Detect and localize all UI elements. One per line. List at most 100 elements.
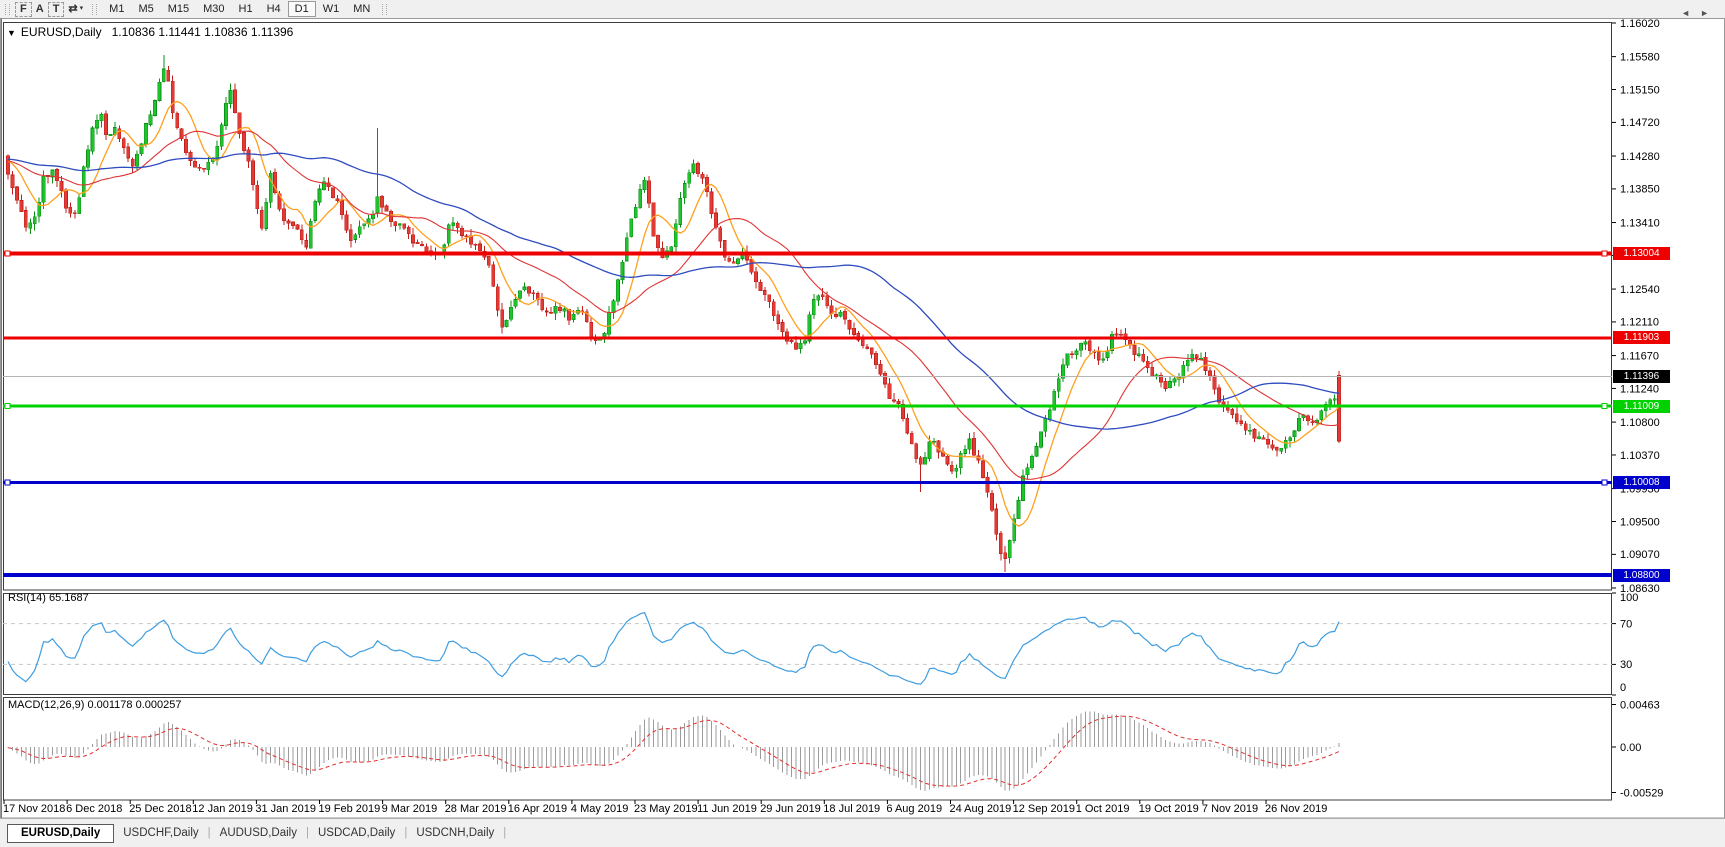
date-label: 17 Nov 2018 <box>3 803 66 815</box>
date-label: 12 Jan 2019 <box>192 803 253 815</box>
price-tick-label: 1.14280 <box>1620 151 1660 163</box>
tab-separator: | <box>404 827 408 839</box>
price-tick-label: 1.15580 <box>1620 51 1660 63</box>
ohlc-values: 1.10836 1.11441 1.10836 1.11396 <box>111 25 294 39</box>
timeframe-button-mn[interactable]: MN <box>353 3 371 15</box>
date-label: 16 Apr 2019 <box>507 803 568 815</box>
rsi-tick-label: 30 <box>1620 659 1632 671</box>
price-tick-label: 1.11670 <box>1620 350 1659 362</box>
toolbar: F A T ⇄ ▾ M1 M5 M15 M30 H1 H4 D1 W1 MN <box>0 0 1725 18</box>
chart-title: ▼ EURUSD,Daily 1.10836 1.11441 1.10836 1.1… <box>7 25 293 39</box>
moving-averages <box>7 100 1340 527</box>
date-axis[interactable]: 17 Nov 2018 6 Dec 2018 25 Dec 2018 12 Jan 2… <box>0 801 1612 818</box>
price-tag: 1.13004 <box>1613 247 1670 261</box>
price-tick-label: 1.12540 <box>1620 284 1660 296</box>
tab-usdchf-daily[interactable]: USDCHF,Daily <box>123 827 199 839</box>
price-tick-label: 1.08630 <box>1620 583 1660 595</box>
text-tool-icon[interactable]: T <box>47 1 65 17</box>
toolbar-grip <box>5 3 10 15</box>
timeframe-button-group: M1 M5 M15 M30 H1 H4 D1 W1 MN <box>102 1 377 17</box>
tab-separator: | <box>207 827 211 839</box>
horizontal-lines <box>3 250 1612 578</box>
date-label: 1 Oct 2019 <box>1075 803 1130 815</box>
date-label: 6 Aug 2019 <box>886 803 943 815</box>
price-tick-label: 1.10370 <box>1620 450 1660 462</box>
date-label: 9 Mar 2019 <box>381 803 438 815</box>
timeframe-button-h1[interactable]: H1 <box>238 3 253 15</box>
price-tick-label: 1.16020 <box>1620 18 1660 30</box>
date-label: 31 Jan 2019 <box>255 803 316 815</box>
date-label: 25 Dec 2018 <box>129 803 192 815</box>
ma-slow-line <box>7 152 1340 430</box>
timeframe-button-h4[interactable]: H4 <box>266 3 281 15</box>
tab-scroll-arrows: ◄► <box>1681 8 1719 18</box>
timeframe-button-m5[interactable]: M5 <box>138 3 154 15</box>
date-label: 11 Jun 2019 <box>697 803 757 815</box>
tab-usdcad-daily[interactable]: USDCAD,Daily <box>317 827 396 839</box>
timeframe-button-d1[interactable]: D1 <box>287 1 316 17</box>
tab-scroll-left-icon[interactable]: ◄ <box>1681 8 1701 18</box>
price-tag: 1.08800 <box>1613 568 1670 582</box>
price-tick-label: 1.14720 <box>1620 117 1660 129</box>
tab-separator: | <box>503 827 507 839</box>
ma-mid-line <box>7 130 1340 480</box>
price-tick-label: 1.13850 <box>1620 184 1660 196</box>
date-label: 19 Oct 2019 <box>1138 803 1199 815</box>
ma-fast-line <box>7 100 1340 527</box>
macd-tick-label: 0.00463 <box>1620 699 1660 711</box>
tab-audusd-daily[interactable]: AUDUSD,Daily <box>219 827 297 839</box>
rsi-tick-label: 100 <box>1620 592 1638 604</box>
date-label: 26 Nov 2019 <box>1265 803 1328 815</box>
price-tag: 1.10008 <box>1613 476 1670 490</box>
symbol-tabs: EURUSD,Daily USDCHF,Daily | AUDUSD,Daily | US… <box>0 823 506 843</box>
price-tick-label: 1.09500 <box>1620 516 1660 528</box>
macd-tick-label: -0.00529 <box>1620 787 1663 799</box>
macd-axis: 0.00463 0.00 -0.00529 <box>1612 699 1663 799</box>
price-tag: 1.11396 <box>1613 370 1670 384</box>
toolbar-grip <box>92 3 98 15</box>
price-tick-label: 1.11240 <box>1620 383 1659 395</box>
price-tick-label: 1.15150 <box>1620 84 1660 96</box>
rsi-tick-label: 70 <box>1620 618 1632 630</box>
toolbar-grip <box>382 3 388 15</box>
price-tick-label: 1.10800 <box>1620 417 1660 429</box>
tab-usdcnh-daily[interactable]: USDCNH,Daily <box>416 827 495 839</box>
symbol-tabbar: EURUSD,Daily USDCHF,Daily | AUDUSD,Daily | US… <box>0 818 1725 847</box>
date-label: 23 May 2019 <box>634 803 698 815</box>
date-label: 7 Nov 2019 <box>1201 803 1259 815</box>
timeframe-button-m1[interactable]: M1 <box>109 3 125 15</box>
tab-separator: | <box>305 827 309 839</box>
date-label: 19 Feb 2019 <box>318 803 381 815</box>
font-a-icon[interactable]: A <box>35 3 44 15</box>
date-label: 18 Jul 2019 <box>823 803 881 815</box>
date-label: 24 Aug 2019 <box>949 803 1012 815</box>
tab-scroll-right-icon[interactable]: ► <box>1700 8 1719 18</box>
macd-histogram <box>7 711 1340 791</box>
rsi-line <box>7 611 1340 685</box>
grid-f-icon[interactable]: F <box>15 1 32 17</box>
collapse-triangle-icon[interactable]: ▼ <box>7 28 16 38</box>
timeframe-button-w1[interactable]: W1 <box>322 3 340 15</box>
dropdown-caret-icon[interactable]: ▾ <box>79 5 84 12</box>
price-tick-label: 1.13410 <box>1620 217 1660 229</box>
rsi-indicator-label: RSI(14) 65.1687 <box>8 592 89 604</box>
date-label: 12 Sep 2019 <box>1012 803 1075 815</box>
tab-eurusd-daily[interactable]: EURUSD,Daily <box>7 824 115 843</box>
arrows-glyph: ⇄ <box>68 3 78 15</box>
macd-tick-label: 0.00 <box>1620 742 1641 754</box>
date-label: 6 Dec 2018 <box>66 803 123 815</box>
timeframe-button-m15[interactable]: M15 <box>167 3 190 15</box>
timeframe-button-m30[interactable]: M30 <box>203 3 225 15</box>
date-label: 28 Mar 2019 <box>444 803 507 815</box>
symbol-period-label: EURUSD,Daily <box>20 25 102 39</box>
rsi-axis: 100 70 30 0 <box>1612 592 1638 696</box>
price-tick-label: 1.12110 <box>1620 317 1659 329</box>
price-tag: 1.11903 <box>1613 331 1670 345</box>
price-tick-label: 1.09070 <box>1620 549 1660 561</box>
date-label: 4 May 2019 <box>570 803 629 815</box>
macd-signal-line <box>7 715 1340 787</box>
macd-indicator-label: MACD(12,26,9) 0.001178 0.000257 <box>8 699 182 711</box>
arrows-icon[interactable]: ⇄ ▾ <box>64 2 87 16</box>
